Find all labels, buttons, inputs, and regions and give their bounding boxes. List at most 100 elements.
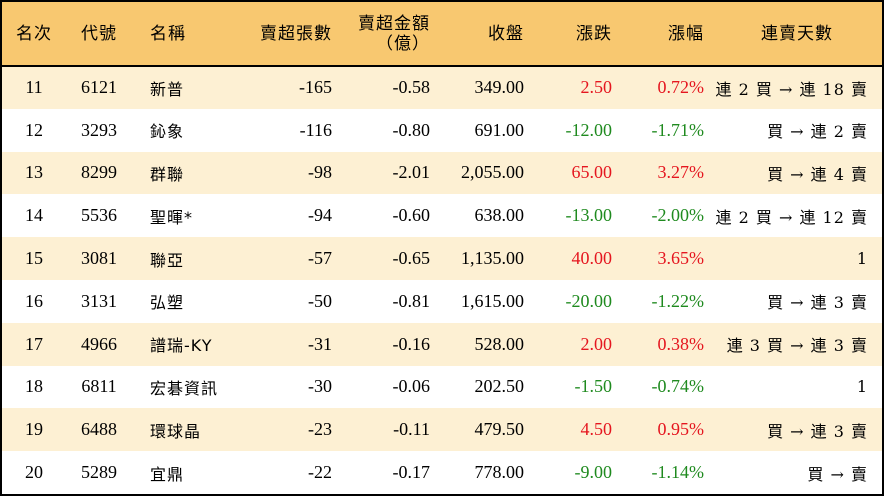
cell-change-pct: -1.14% — [651, 462, 705, 483]
cell-change: -9.00 — [574, 462, 613, 483]
cell-change: 40.00 — [571, 248, 613, 269]
cell-rank: 11 — [25, 77, 43, 98]
cell-sell-amount: -0.80 — [392, 119, 431, 140]
cell-sell-lots: -50 — [308, 290, 332, 311]
cell-sell-lots: -23 — [308, 419, 332, 440]
cell-close: 202.50 — [474, 376, 525, 397]
cell-change: 65.00 — [571, 162, 613, 183]
cell-code: 8299 — [81, 162, 117, 183]
cell-name: 宏碁資訊 — [150, 378, 219, 398]
cell-sell-lots: -165 — [299, 77, 332, 98]
header-consecutive-days: 連賣天數 — [712, 2, 882, 67]
cell-rank: 14 — [25, 205, 43, 226]
cell-close: 1,615.00 — [461, 290, 524, 311]
cell-change-pct: -2.00% — [651, 205, 705, 226]
header-change-pct: 漲幅 — [620, 2, 712, 67]
cell-change-pct: 0.38% — [657, 333, 705, 354]
header-rank: 名次 — [2, 2, 66, 67]
cell-rank: 17 — [25, 333, 43, 354]
cell-sell-amount: -0.60 — [392, 205, 431, 226]
cell-code: 5536 — [81, 205, 117, 226]
cell-change-pct: -1.22% — [651, 290, 705, 311]
cell-rank: 18 — [25, 376, 43, 397]
cell-close: 691.00 — [474, 119, 525, 140]
cell-name: 宜鼎 — [150, 464, 185, 484]
cell-consecutive-days: 連 2 買 → 連 12 賣 — [715, 207, 868, 227]
table-body: 11 6121 新普 -165 -0.58 349.00 2.50 0.72% … — [2, 66, 882, 494]
cell-change-pct: 0.72% — [657, 77, 705, 98]
cell-consecutive-days: 1 — [856, 377, 868, 397]
cell-change: -12.00 — [565, 119, 613, 140]
header-sell-amount-line2: （億） — [376, 33, 430, 54]
cell-code: 3131 — [81, 290, 117, 311]
table-row: 16 3131 弘塑 -50 -0.81 1,615.00 -20.00 -1.… — [2, 279, 882, 323]
cell-rank: 12 — [25, 119, 43, 140]
table-row: 20 5289 宜鼎 -22 -0.17 778.00 -9.00 -1.14%… — [2, 451, 882, 494]
table-row: 17 4966 譜瑞-KY -31 -0.16 528.00 2.00 0.38… — [2, 322, 882, 366]
cell-rank: 20 — [25, 462, 43, 483]
cell-sell-lots: -30 — [308, 376, 332, 397]
cell-sell-lots: -22 — [308, 462, 332, 483]
cell-change-pct: 0.95% — [657, 419, 705, 440]
cell-change: 4.50 — [580, 419, 613, 440]
header-row: 名次 代號 名稱 賣超張數 賣超金額 （億） 收盤 漲跌 漲幅 連賣天數 — [2, 2, 882, 67]
cell-consecutive-days: 連 3 買 → 連 3 賣 — [726, 336, 868, 356]
table-row: 11 6121 新普 -165 -0.58 349.00 2.50 0.72% … — [2, 66, 882, 109]
cell-sell-amount: -2.01 — [392, 162, 431, 183]
cell-code: 5289 — [81, 462, 117, 483]
cell-name: 群聯 — [150, 164, 185, 184]
cell-code: 6121 — [81, 77, 117, 98]
cell-change: -13.00 — [565, 205, 613, 226]
cell-change: 2.50 — [580, 77, 613, 98]
header-change: 漲跌 — [532, 2, 620, 67]
cell-name: 譜瑞-KY — [150, 336, 213, 356]
table-row: 19 6488 環球晶 -23 -0.11 479.50 4.50 0.95% … — [2, 408, 882, 452]
header-code: 代號 — [66, 2, 132, 67]
cell-rank: 16 — [25, 290, 43, 311]
header-name: 名稱 — [132, 2, 240, 67]
cell-consecutive-days: 連 2 買 → 連 18 賣 — [715, 79, 868, 99]
cell-code: 6488 — [81, 419, 117, 440]
cell-consecutive-days: 買 → 連 4 賣 — [767, 164, 868, 184]
cell-name: 聖暉* — [150, 207, 194, 227]
cell-close: 349.00 — [474, 77, 525, 98]
cell-sell-lots: -116 — [299, 119, 332, 140]
cell-change: 2.00 — [580, 333, 613, 354]
table-row: 12 3293 鈊象 -116 -0.80 691.00 -12.00 -1.7… — [2, 108, 882, 152]
cell-close: 638.00 — [474, 205, 525, 226]
cell-sell-lots: -57 — [308, 248, 332, 269]
cell-code: 4966 — [81, 333, 117, 354]
cell-code: 6811 — [81, 376, 117, 397]
cell-sell-amount: -0.81 — [392, 290, 431, 311]
cell-change-pct: 3.27% — [657, 162, 705, 183]
cell-change-pct: -0.74% — [651, 376, 705, 397]
cell-close: 778.00 — [474, 462, 525, 483]
cell-consecutive-days: 1 — [856, 249, 868, 269]
cell-close: 528.00 — [474, 333, 525, 354]
table-row: 14 5536 聖暉* -94 -0.60 638.00 -13.00 -2.0… — [2, 194, 882, 238]
cell-close: 1,135.00 — [461, 248, 524, 269]
cell-close: 2,055.00 — [461, 162, 524, 183]
cell-sell-amount: -0.17 — [392, 462, 431, 483]
cell-sell-lots: -31 — [308, 333, 332, 354]
cell-consecutive-days: 買 → 連 2 賣 — [767, 122, 868, 142]
cell-sell-amount: -0.06 — [392, 376, 431, 397]
cell-sell-amount: -0.65 — [392, 248, 431, 269]
table-header: 名次 代號 名稱 賣超張數 賣超金額 （億） 收盤 漲跌 漲幅 連賣天數 — [2, 2, 882, 67]
cell-change-pct: 3.65% — [657, 248, 705, 269]
table-row: 15 3081 聯亞 -57 -0.65 1,135.00 40.00 3.65… — [2, 237, 882, 280]
cell-name: 新普 — [150, 79, 185, 99]
cell-name: 鈊象 — [150, 122, 185, 142]
cell-sell-lots: -94 — [308, 205, 332, 226]
table-row: 18 6811 宏碁資訊 -30 -0.06 202.50 -1.50 -0.7… — [2, 365, 882, 409]
cell-code: 3081 — [81, 248, 117, 269]
cell-rank: 13 — [25, 162, 43, 183]
cell-consecutive-days: 買 → 賣 — [807, 464, 868, 484]
cell-sell-amount: -0.16 — [392, 333, 431, 354]
cell-rank: 19 — [25, 419, 43, 440]
header-close: 收盤 — [440, 2, 532, 67]
cell-sell-amount: -0.11 — [393, 419, 430, 440]
cell-name: 弘塑 — [150, 293, 185, 313]
